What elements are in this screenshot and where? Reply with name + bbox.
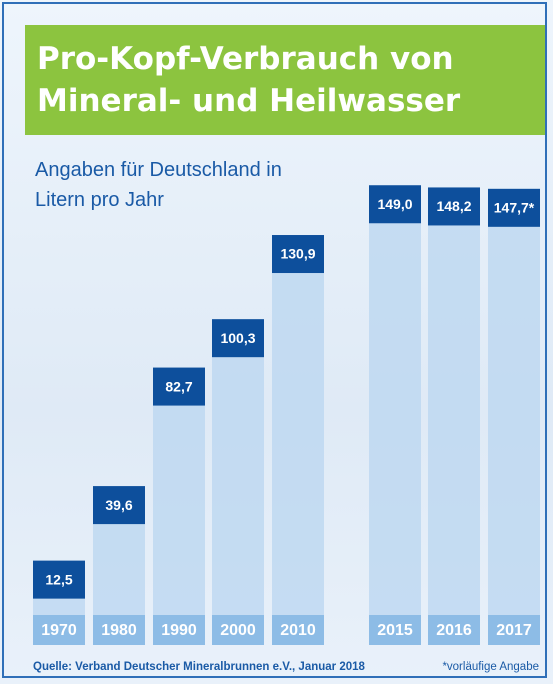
subtitle: Angaben für Deutschland in Litern pro Ja… <box>35 155 325 215</box>
source: Quelle: Verband Deutscher Mineralbrunnen… <box>33 661 365 673</box>
chart-title: Pro-Kopf-Verbrauch von Mineral- und Heil… <box>37 38 507 122</box>
note: *vorläufige Angabe <box>442 661 539 673</box>
infographic: 12,5197039,6198082,71990100,32000130,920… <box>0 0 553 684</box>
